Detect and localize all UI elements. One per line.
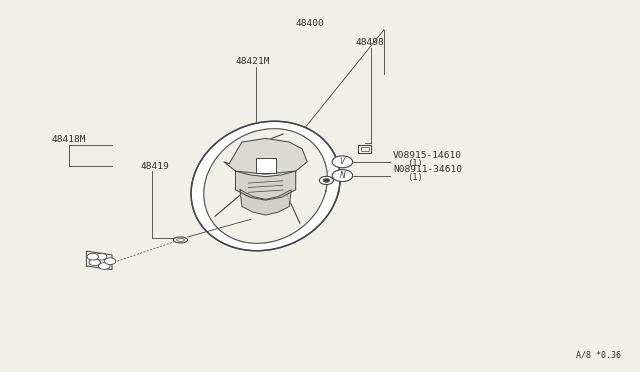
FancyBboxPatch shape — [256, 158, 276, 173]
Polygon shape — [240, 190, 291, 215]
Polygon shape — [191, 121, 340, 251]
Polygon shape — [236, 171, 296, 200]
Ellipse shape — [173, 237, 188, 243]
Circle shape — [319, 176, 333, 185]
Text: (1): (1) — [407, 159, 423, 168]
Text: V08915-14610: V08915-14610 — [393, 151, 462, 160]
Text: 48421M: 48421M — [236, 57, 270, 66]
Text: (1): (1) — [407, 173, 423, 182]
Circle shape — [332, 156, 353, 168]
FancyBboxPatch shape — [358, 145, 371, 153]
FancyBboxPatch shape — [361, 147, 369, 151]
Text: V: V — [340, 157, 345, 166]
Text: N08911-34610: N08911-34610 — [393, 165, 462, 174]
Text: A/8 *0.36: A/8 *0.36 — [576, 351, 621, 360]
Polygon shape — [204, 129, 328, 243]
Ellipse shape — [177, 238, 184, 241]
Circle shape — [95, 253, 107, 260]
Circle shape — [104, 258, 116, 264]
Circle shape — [87, 253, 99, 260]
Circle shape — [323, 179, 330, 182]
Text: N: N — [340, 171, 345, 180]
Text: 48498: 48498 — [355, 38, 384, 47]
Polygon shape — [224, 138, 307, 174]
Circle shape — [99, 263, 110, 269]
Circle shape — [332, 170, 353, 182]
Text: 48419: 48419 — [141, 162, 170, 171]
Text: 48418M: 48418M — [51, 135, 86, 144]
Text: 48400: 48400 — [296, 19, 324, 28]
Circle shape — [89, 259, 100, 266]
